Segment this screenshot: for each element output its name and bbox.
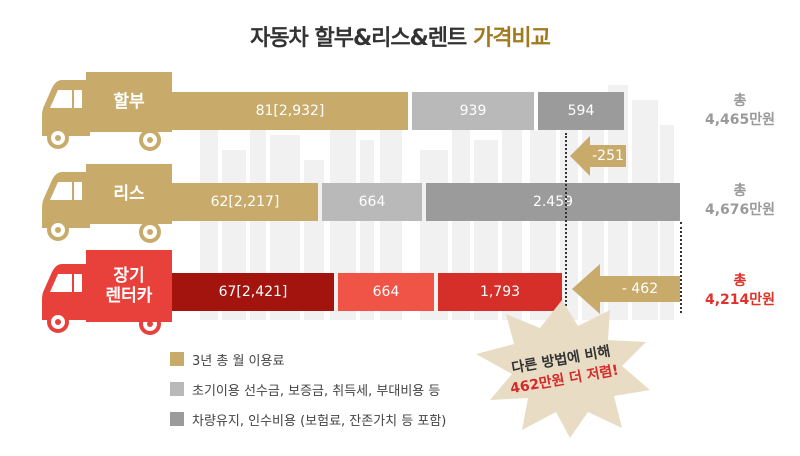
wheel-icon [139, 221, 161, 243]
bar-segment-maintenance: 1,793 [438, 273, 562, 311]
bar-segment-initial: 664 [338, 273, 434, 311]
adjustment-arrow: -251 [570, 136, 626, 176]
bar-label: 81[2,932] [255, 103, 325, 119]
bar-label: 62[2,217] [210, 194, 280, 210]
total-prefix: 총 [733, 183, 747, 199]
bar-segment-maintenance: 2.459 [426, 183, 680, 221]
legend-item: 차량유지, 인수비용 (보험료, 잔존가치 등 포함) [170, 404, 446, 434]
bar-label: 594 [567, 103, 595, 119]
adjustment-arrow: - 462 [572, 264, 680, 314]
legend-item: 3년 총 월 이용료 [170, 344, 446, 374]
row-label-tag: 리스 [86, 164, 172, 224]
legend-label: 초기이용 선수금, 보증금, 취득세, 부대비용 등 [192, 383, 441, 399]
bar-label: 2.459 [532, 194, 574, 210]
truck-icon [42, 172, 90, 241]
legend-swatch [170, 412, 184, 426]
row-label: 리스 [113, 184, 145, 204]
total-amount: 4,676만원 [704, 202, 776, 218]
bar-segment-monthly: 62[2,217] [172, 183, 318, 221]
row-label-tag: 장기 렌터카 [86, 250, 172, 322]
adjustment-label: -251 [592, 148, 624, 164]
total-amount: 4,214만원 [704, 292, 776, 308]
adjustment-label: - 462 [621, 281, 659, 297]
total-value: 총 4,676만원 [690, 182, 790, 220]
total-amount: 4,465만원 [704, 112, 776, 128]
truck-icon [42, 264, 90, 333]
total-prefix: 총 [733, 93, 747, 109]
legend-label: 3년 총 월 이용료 [192, 353, 285, 369]
bar-segment-initial: 939 [412, 92, 534, 130]
bar-label: 67[2,421] [218, 284, 288, 300]
row-label-tag: 할부 [86, 72, 172, 132]
legend-label: 차량유지, 인수비용 (보험료, 잔존가치 등 포함) [192, 413, 447, 429]
row-label: 장기 [113, 266, 145, 286]
bar-label: 664 [358, 194, 386, 210]
reference-line [565, 133, 567, 313]
total-value: 총 4,465만원 [690, 92, 790, 130]
legend: 3년 총 월 이용료 초기이용 선수금, 보증금, 취득세, 부대비용 등 차량… [170, 344, 446, 434]
legend-item: 초기이용 선수금, 보증금, 취득세, 부대비용 등 [170, 374, 446, 404]
truck-icon [42, 80, 90, 149]
chart-title-highlight: 가격비교 [472, 26, 551, 51]
row-label: 렌터카 [105, 286, 153, 306]
reference-line [680, 222, 682, 313]
chart-title: 자동차 할부&리스&렌트 가격비교 [0, 20, 800, 52]
total-prefix: 총 [733, 273, 747, 289]
total-value: 총 4,214만원 [690, 272, 790, 310]
row-label: 할부 [113, 92, 145, 112]
chart-title-main: 자동차 할부&리스&렌트 [250, 26, 467, 51]
bar-label: 1,793 [479, 284, 521, 300]
bar-label: 939 [459, 103, 487, 119]
legend-swatch [170, 382, 184, 396]
legend-swatch [170, 352, 184, 366]
bar-segment-initial: 664 [322, 183, 422, 221]
bar-segment-monthly: 81[2,932] [172, 92, 408, 130]
bar-segment-monthly: 67[2,421] [172, 273, 334, 311]
bar-segment-maintenance: 594 [538, 92, 624, 130]
savings-callout: 다른 방법에 비해 462만원 더 저렴! [470, 296, 655, 441]
bar-label: 664 [372, 284, 400, 300]
